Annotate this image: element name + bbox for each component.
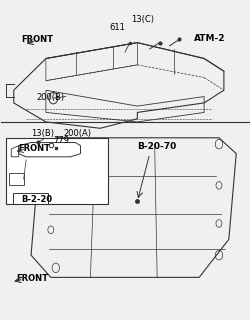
Text: FRONT: FRONT [19,144,51,153]
Bar [6,138,108,204]
Text: 200(A): 200(A) [63,129,91,138]
Text: ATM-2: ATM-2 [194,34,226,43]
Text: B-2-20: B-2-20 [21,195,52,204]
FancyArrowPatch shape [64,160,100,196]
Text: 13(B): 13(B) [31,129,54,138]
Text: 611: 611 [110,23,126,32]
Text: 779: 779 [53,136,69,145]
Text: 200(B): 200(B) [36,93,64,102]
Text: 13(C): 13(C) [131,15,154,24]
Text: FRONT: FRONT [21,35,53,44]
Text: FRONT: FRONT [16,274,48,283]
Text: B-20-70: B-20-70 [137,142,176,151]
